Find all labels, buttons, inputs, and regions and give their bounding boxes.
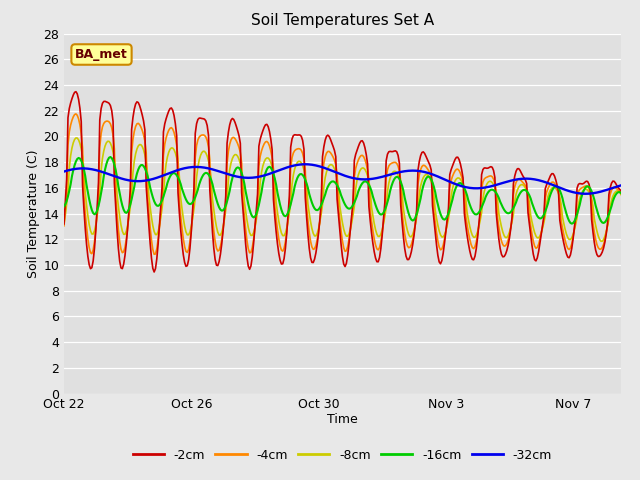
Y-axis label: Soil Temperature (C): Soil Temperature (C) — [28, 149, 40, 278]
Title: Soil Temperatures Set A: Soil Temperatures Set A — [251, 13, 434, 28]
Text: BA_met: BA_met — [75, 48, 128, 61]
Legend: -2cm, -4cm, -8cm, -16cm, -32cm: -2cm, -4cm, -8cm, -16cm, -32cm — [127, 444, 557, 467]
X-axis label: Time: Time — [327, 413, 358, 426]
